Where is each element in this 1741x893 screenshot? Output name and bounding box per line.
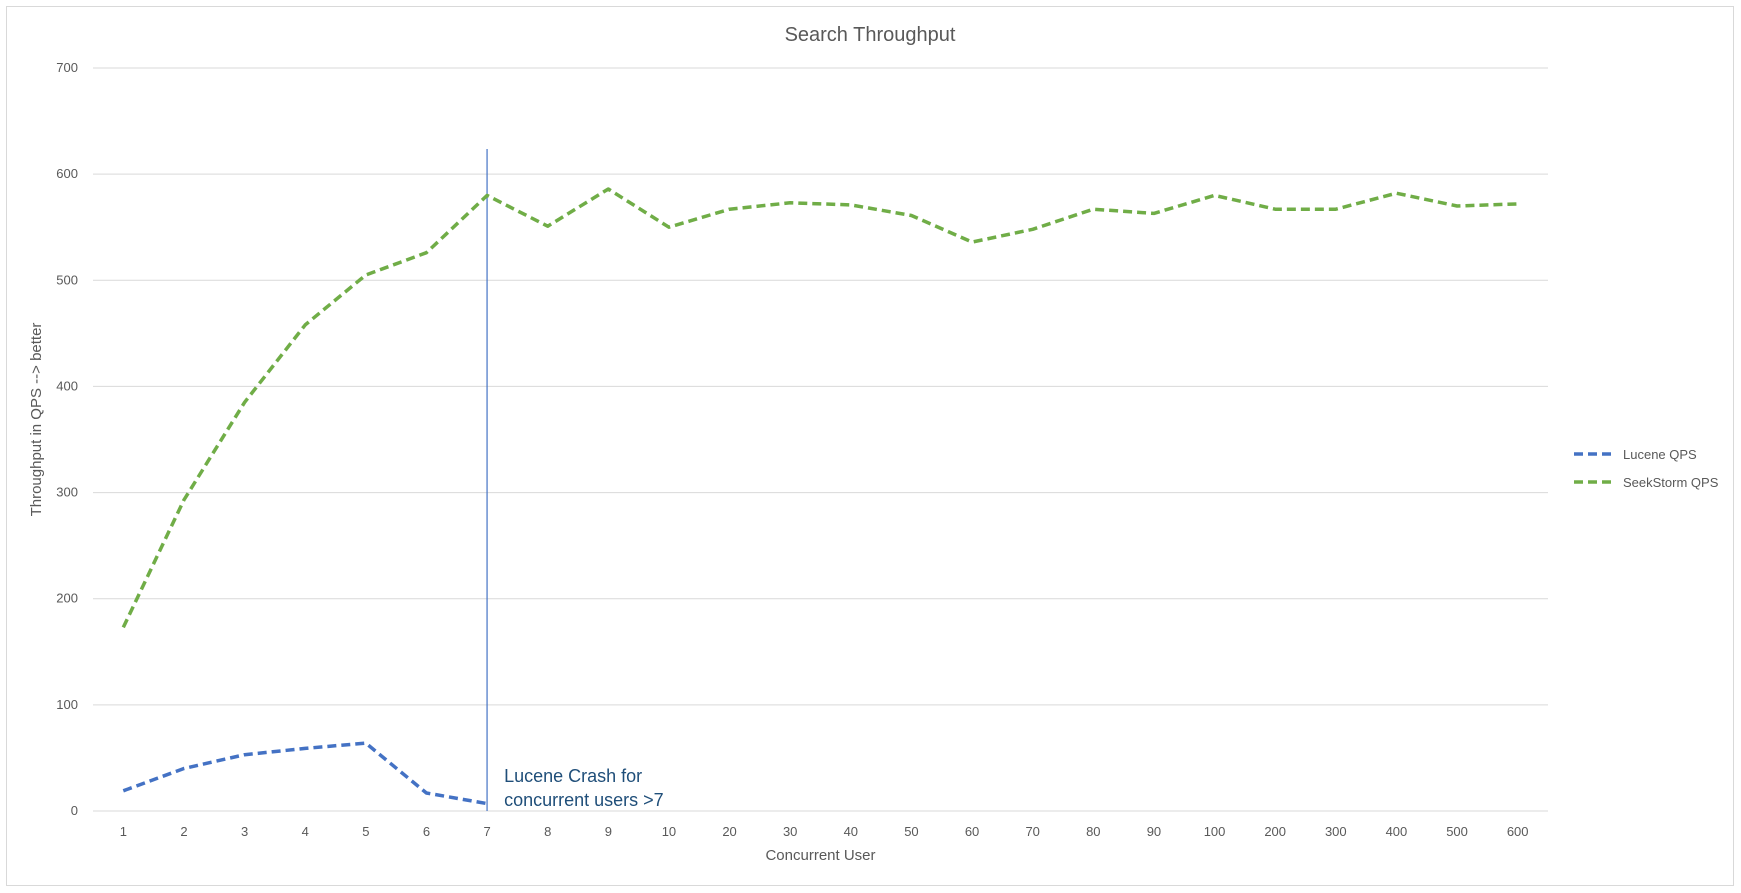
series-group: [121, 187, 1518, 806]
y-axis-title: Throughput in QPS --> better: [28, 323, 45, 517]
x-tick-label: 40: [844, 824, 858, 839]
y-axis-ticks: 0 100 200 300 400 500 600 700: [56, 60, 78, 818]
series-line-seekstorm-qps: [121, 187, 1518, 629]
x-tick-label: 200: [1264, 824, 1286, 839]
y-tick-label: 500: [56, 272, 78, 287]
x-tick-label: 90: [1147, 824, 1161, 839]
series-line-lucene-qps: [122, 741, 488, 806]
x-axis-ticks: 1 2 3 4 5 6 7 8 9 10 20 30 40 50 60 70 80 90 100 200 300 400 5…: [120, 824, 1529, 839]
x-tick-label: 3: [241, 824, 248, 839]
x-tick-label: 70: [1025, 824, 1039, 839]
x-tick-label: 20: [722, 824, 736, 839]
x-tick-label: 60: [965, 824, 979, 839]
x-tick-label: 100: [1204, 824, 1226, 839]
y-tick-label: 700: [56, 60, 78, 75]
x-tick-label: 8: [544, 824, 551, 839]
x-tick-label: 600: [1507, 824, 1529, 839]
annotation-group: Lucene Crash for concurrent users >7: [486, 149, 664, 811]
y-tick-label: 600: [56, 166, 78, 181]
crash-annotation-line: concurrent users >7: [504, 790, 664, 810]
x-axis-title: Concurrent User: [765, 847, 875, 864]
crash-annotation-text: Lucene Crash for concurrent users >7: [504, 766, 664, 810]
x-tick-label: 500: [1446, 824, 1468, 839]
x-tick-label: 2: [180, 824, 187, 839]
chart-frame: [6, 6, 1734, 886]
x-tick-label: 10: [662, 824, 676, 839]
x-tick-label: 5: [362, 824, 369, 839]
x-tick-label: 9: [605, 824, 612, 839]
y-tick-label: 400: [56, 378, 78, 393]
y-tick-label: 100: [56, 697, 78, 712]
x-tick-label: 30: [783, 824, 797, 839]
x-tick-label: 1: [120, 824, 127, 839]
y-tick-label: 300: [56, 485, 78, 500]
chart-title: Search Throughput: [785, 24, 956, 46]
y-tick-label: 0: [71, 803, 78, 818]
x-tick-label: 7: [483, 824, 490, 839]
gridlines: [93, 67, 1548, 812]
x-tick-label: 50: [904, 824, 918, 839]
x-tick-label: 6: [423, 824, 430, 839]
x-tick-label: 80: [1086, 824, 1100, 839]
x-tick-label: 300: [1325, 824, 1347, 839]
x-tick-label: 400: [1386, 824, 1408, 839]
crash-annotation-line: Lucene Crash for: [504, 766, 642, 786]
legend: Lucene QPS SeekStorm QPS: [1574, 447, 1719, 490]
legend-label-lucene-qps: Lucene QPS: [1623, 447, 1697, 462]
y-tick-label: 200: [56, 591, 78, 606]
legend-label-seekstorm-qps: SeekStorm QPS: [1623, 475, 1719, 490]
x-tick-label: 4: [302, 824, 309, 839]
